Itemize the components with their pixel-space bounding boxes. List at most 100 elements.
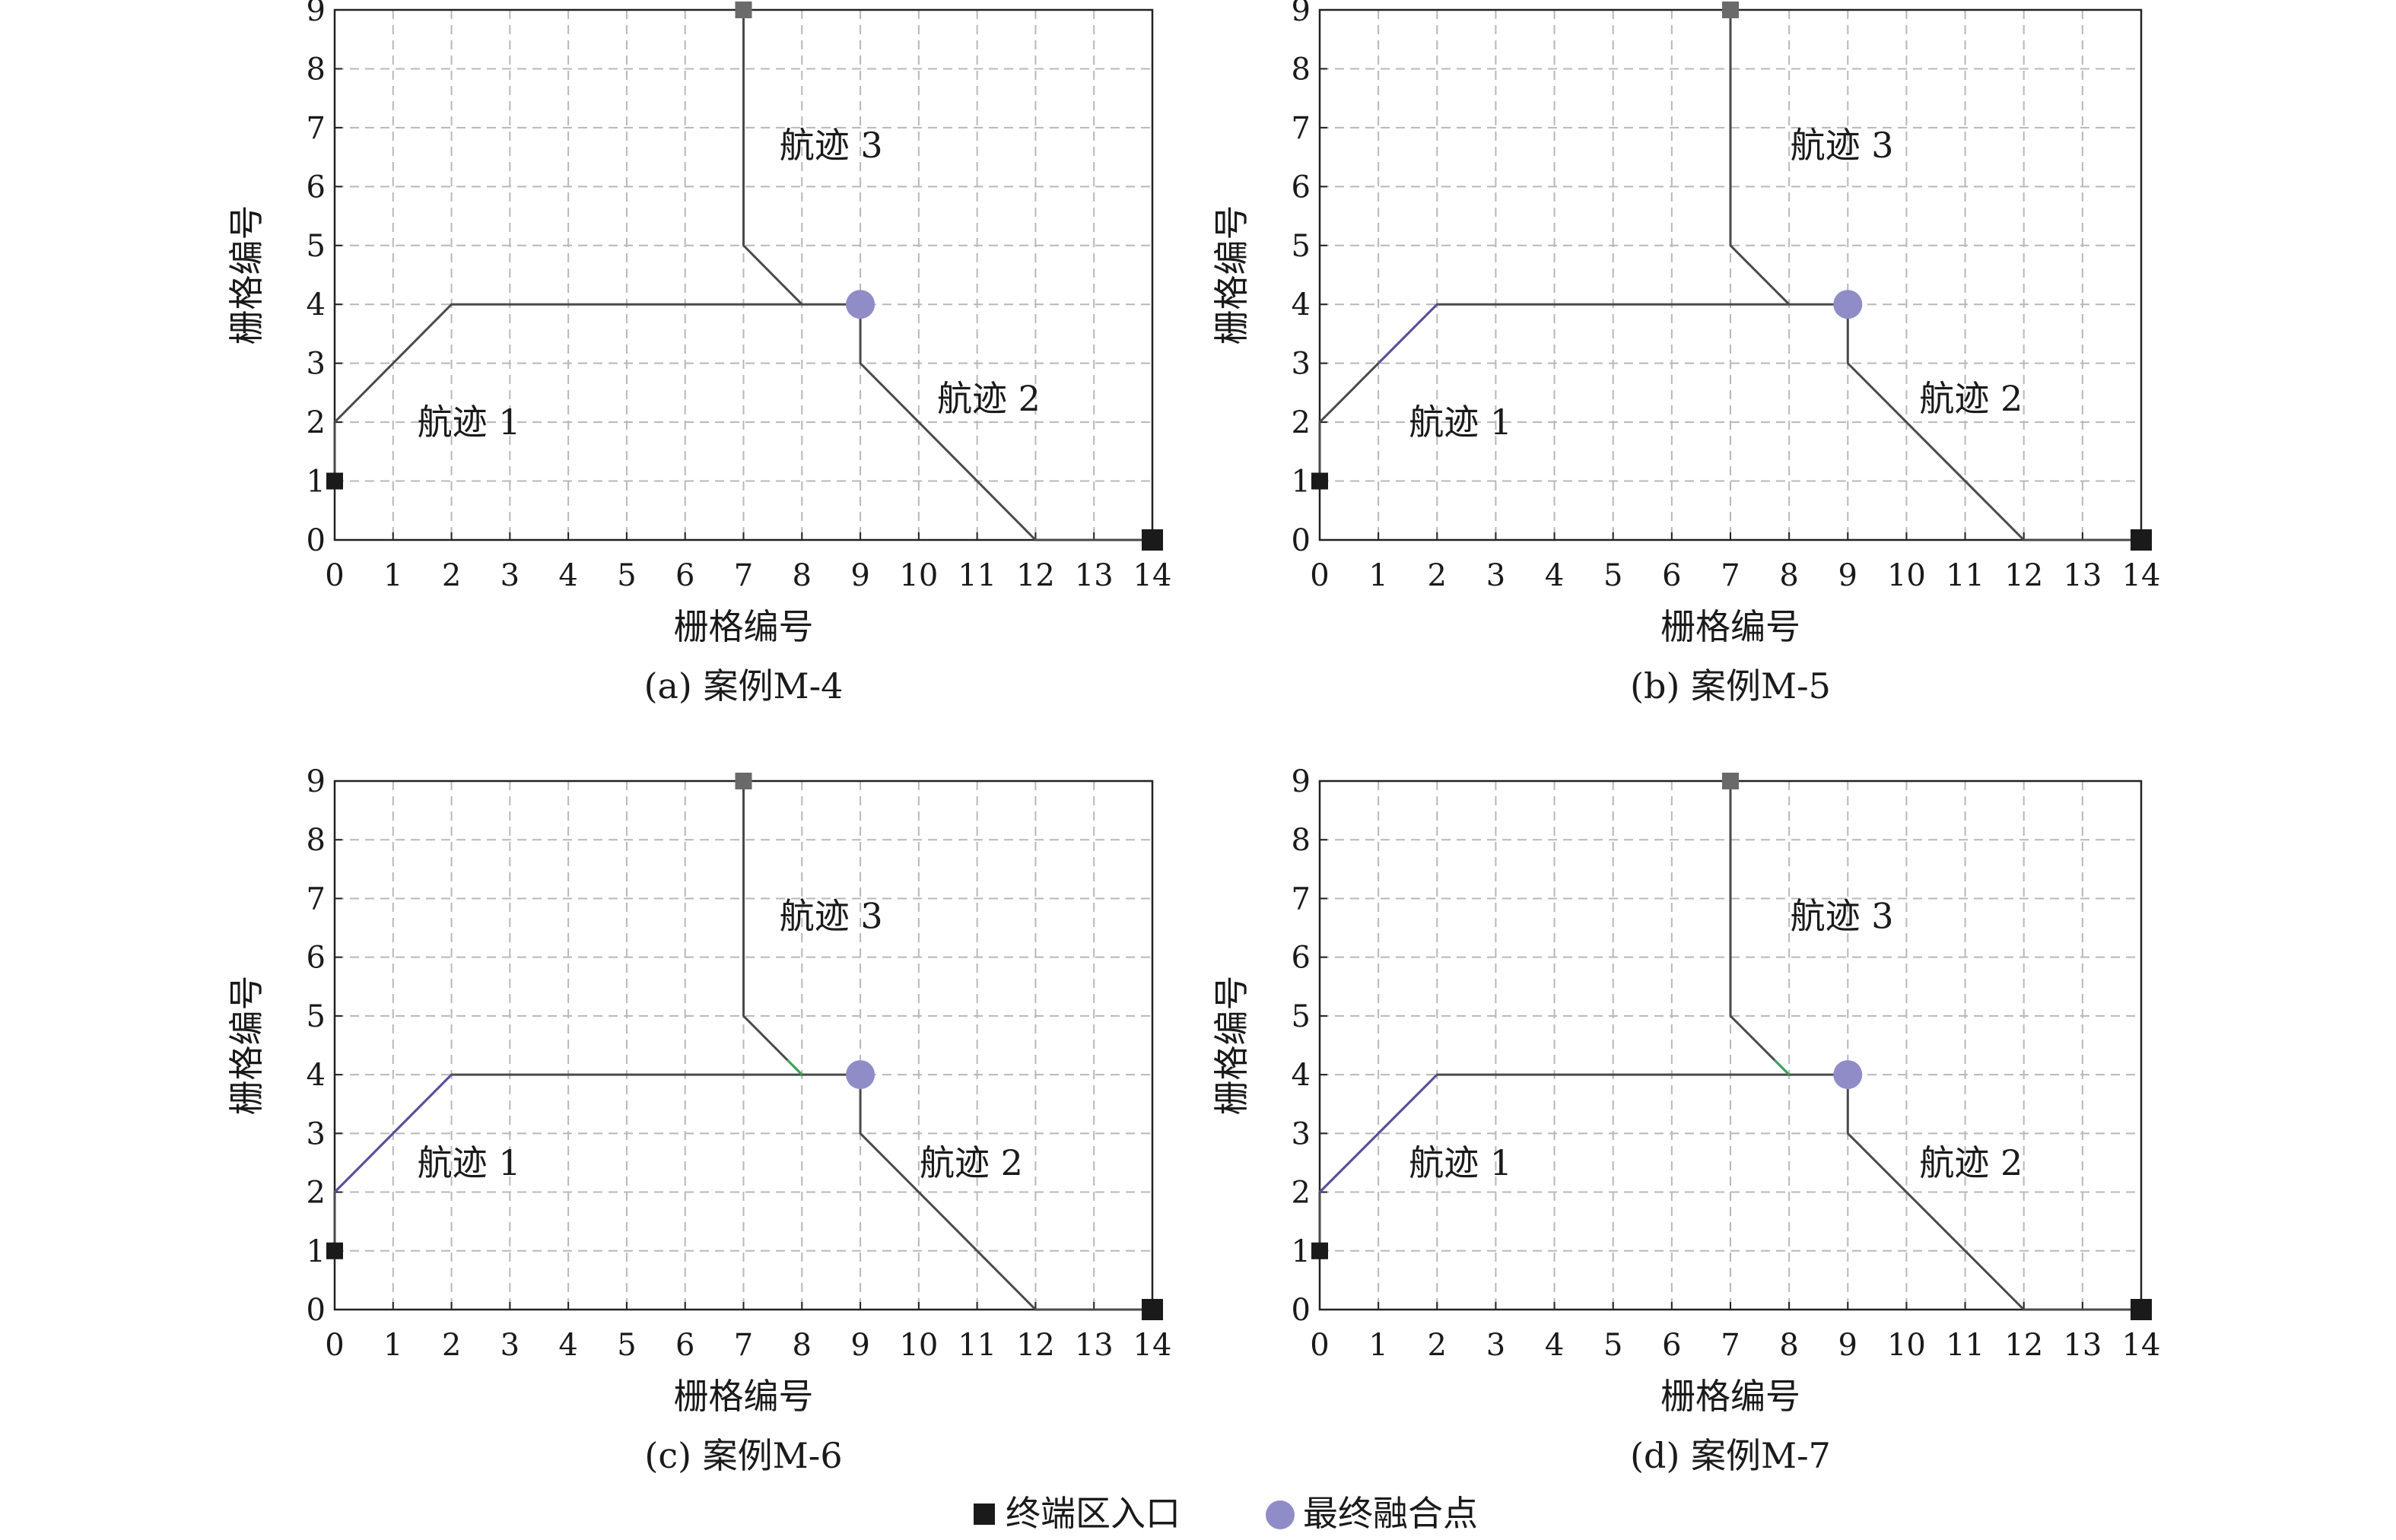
y-tick-label: 8 (1292, 823, 1311, 858)
x-tick-label: 4 (1545, 1328, 1564, 1363)
x-tick-label: 2 (442, 558, 461, 593)
chart-panel-3: 0 1 2 3 4 5 6 7 8 9 10 11 12 13 140123456789栅格编号栅格编号(c… (226, 764, 1171, 1476)
x-tick-label: 10 (1887, 558, 1926, 593)
x-tick-label: 6 (1662, 1328, 1681, 1363)
x-tick-label: 12 (1016, 558, 1055, 593)
x-tick-label: 14 (2122, 558, 2161, 593)
x-tick-label: 10 (899, 1328, 938, 1363)
y-tick-label: 9 (1292, 0, 1311, 28)
route-label-track-3: 航迹 3 (1791, 125, 1894, 166)
y-tick-label: 5 (307, 999, 326, 1034)
legend: 终端区入口 最终融合点 (974, 1493, 1478, 1534)
terminal-entry-marker (326, 472, 343, 490)
x-tick-label: 5 (617, 1328, 636, 1363)
x-tick-label: 7 (734, 558, 753, 593)
y-tick-label: 9 (307, 0, 326, 28)
legend-terminal-entry-marker (974, 1503, 995, 1525)
track-3-start-marker (735, 2, 752, 18)
route-line-track-3 (1729, 781, 1791, 1076)
y-tick-label: 4 (1292, 287, 1311, 322)
y-tick-label: 6 (1292, 941, 1311, 976)
x-tick-label: 13 (2063, 558, 2102, 593)
route-line-track-3 (742, 781, 803, 1076)
y-tick-label: 3 (1292, 1116, 1311, 1151)
y-tick-label: 7 (1292, 881, 1311, 916)
x-tick-label: 12 (2004, 1328, 2043, 1363)
chart-panel-2: 0 1 2 3 4 5 6 7 8 9 10 11 12 13 140123456789栅格编号栅格编号(b… (1211, 0, 2160, 706)
terminal-entry-marker (2131, 1299, 2152, 1320)
x-tick-label: 3 (1486, 558, 1505, 593)
x-tick-label: 14 (1133, 558, 1172, 593)
x-axis-label: 栅格编号 (1660, 606, 1800, 647)
legend-final-merge-point-label: 最终融合点 (1303, 1493, 1478, 1534)
route-line-track-1 (1318, 1073, 1848, 1251)
route-highlight-track-1 (1378, 303, 1438, 364)
y-axis-label: 栅格编号 (1211, 205, 1252, 345)
route-label-track-3: 航迹 3 (780, 125, 883, 166)
x-tick-label: 3 (1486, 1328, 1505, 1363)
y-tick-label: 2 (1292, 1176, 1311, 1211)
y-tick-label: 1 (1292, 1234, 1311, 1269)
route-label-track-2: 航迹 2 (920, 1142, 1023, 1183)
x-tick-label: 0 (325, 1328, 344, 1363)
x-tick-label: 6 (675, 1328, 694, 1363)
route-label-track-2: 航迹 2 (937, 378, 1041, 419)
legend-final-merge-point-marker (1266, 1500, 1295, 1529)
y-tick-label: 0 (307, 523, 326, 558)
route-label-track-3: 航迹 3 (780, 896, 883, 937)
route-label-track-3: 航迹 3 (1791, 896, 1894, 937)
legend-terminal-entry-label: 终端区入口 (1006, 1493, 1181, 1534)
y-tick-label: 0 (1292, 523, 1311, 558)
y-axis-label: 栅格编号 (1211, 976, 1252, 1116)
x-tick-label: 5 (617, 558, 636, 593)
x-tick-label: 12 (1016, 1328, 1055, 1363)
x-tick-label: 11 (1946, 1328, 1984, 1363)
y-axis-label: 栅格编号 (226, 205, 267, 345)
route-line-track-3 (742, 10, 803, 306)
x-tick-label: 13 (2063, 1328, 2102, 1363)
x-axis-label: 栅格编号 (1660, 1376, 1800, 1417)
x-tick-label: 9 (850, 558, 869, 593)
y-tick-label: 3 (307, 347, 326, 382)
y-axis-label: 栅格编号 (226, 976, 267, 1116)
route-line-track-2 (1846, 1075, 2141, 1311)
route-highlight-track-1 (1318, 1074, 1438, 1193)
route-line-track-1 (1318, 303, 1848, 481)
y-tick-label: 5 (1292, 229, 1311, 264)
y-tick-label: 1 (307, 465, 326, 500)
x-tick-label: 10 (1887, 1328, 1926, 1363)
y-tick-label: 9 (307, 764, 326, 799)
x-tick-label: 11 (1946, 558, 1984, 593)
y-tick-label: 5 (1292, 999, 1311, 1034)
final-merge-point-marker (1833, 290, 1863, 319)
x-tick-label: 12 (2004, 558, 2043, 593)
x-tick-label: 5 (1603, 1328, 1622, 1363)
y-tick-label: 8 (307, 823, 326, 858)
route-line-track-2 (859, 304, 1152, 541)
x-tick-label: 14 (2122, 1328, 2161, 1363)
chart-panels: 0 1 2 3 4 5 6 7 8 9 10 11 12 13 140123456789栅格编号栅格编号(a… (226, 0, 2160, 1476)
x-tick-label: 4 (558, 558, 577, 593)
x-tick-label: 11 (958, 1328, 996, 1363)
x-tick-label: 10 (899, 558, 938, 593)
route-line-track-2 (1846, 304, 2141, 541)
x-tick-label: 7 (734, 1328, 753, 1363)
route-label-track-1: 航迹 1 (1409, 1142, 1512, 1183)
terminal-entry-marker (326, 1242, 343, 1259)
x-tick-label: 8 (1779, 558, 1798, 593)
route-label-track-1: 航迹 1 (418, 402, 521, 443)
route-line-track-2 (859, 1075, 1152, 1311)
x-tick-label: 9 (1838, 1328, 1857, 1363)
x-tick-label: 1 (1368, 558, 1387, 593)
chart-panel-4: 0 1 2 3 4 5 6 7 8 9 10 11 12 13 140123456789栅格编号栅格编号(d… (1211, 764, 2160, 1476)
track-3-start-marker (1722, 773, 1739, 789)
terminal-entry-marker (2131, 529, 2152, 551)
x-axis-label: 栅格编号 (674, 1376, 814, 1417)
y-tick-label: 7 (1292, 111, 1311, 146)
terminal-entry-marker (1142, 529, 1163, 551)
route-line-track-1 (333, 1073, 861, 1251)
x-tick-label: 5 (1603, 558, 1622, 593)
x-tick-label: 11 (958, 558, 996, 593)
terminal-entry-marker (1142, 1299, 1163, 1320)
